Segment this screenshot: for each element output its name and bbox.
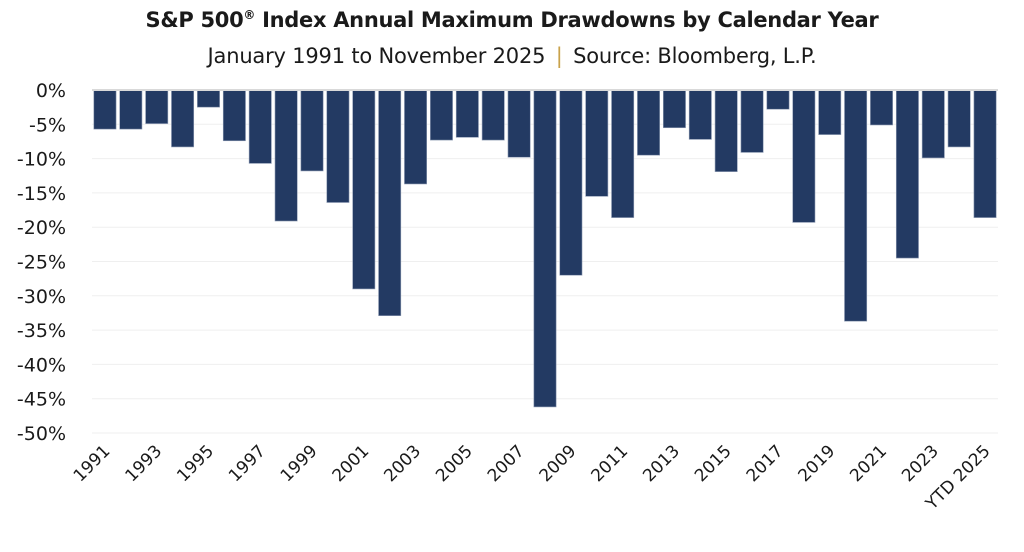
- x-tick-label: 2019: [795, 441, 840, 486]
- x-tick-label: 2021: [846, 441, 891, 486]
- bar-2020: [844, 89, 868, 322]
- bar-2018: [792, 89, 816, 223]
- x-tick-label: 2017: [743, 441, 788, 486]
- bar-1998: [274, 89, 298, 222]
- bar-2013: [662, 89, 686, 129]
- y-tick-label: -35%: [17, 320, 66, 342]
- x-tick-label: 1995: [173, 441, 218, 486]
- bar-2016: [740, 89, 764, 153]
- bar-2003: [404, 89, 428, 185]
- bar-2005: [455, 89, 479, 138]
- y-tick-label: -45%: [17, 389, 66, 411]
- chart-subtitle: January 1991 to November 2025 | Source: …: [0, 44, 1024, 68]
- bar-2012: [637, 89, 660, 156]
- x-axis: 1991 1993 1995 1997 1999 2001 2003 2005 2007 2009…: [70, 441, 995, 514]
- y-tick-label: -25%: [17, 252, 66, 274]
- bar-2019: [818, 89, 842, 135]
- bar-2009: [559, 89, 583, 276]
- bar-ytd-2025: [973, 89, 997, 218]
- bar-1994: [171, 89, 195, 148]
- bar-2000: [326, 89, 350, 203]
- bar-2004: [430, 89, 453, 141]
- x-tick-label: 1993: [122, 441, 167, 486]
- y-tick-label: -10%: [17, 149, 66, 171]
- bar-1991: [93, 89, 117, 130]
- x-tick-label: 2015: [691, 441, 736, 486]
- bar-1992: [119, 89, 143, 130]
- bar-2021: [870, 89, 893, 126]
- title-main: S&P 500: [145, 8, 244, 32]
- subtitle-date-range: January 1991 to November 2025: [207, 44, 546, 68]
- registered-mark: ®: [243, 8, 256, 22]
- bar-2001: [352, 89, 376, 290]
- bar-2023: [921, 89, 945, 159]
- bar-2024: [947, 89, 971, 148]
- bar-2011: [611, 89, 635, 218]
- x-tick-label: 1999: [277, 441, 322, 486]
- x-tick-label: 2011: [587, 441, 632, 486]
- bar-1999: [300, 89, 324, 172]
- y-tick-label: -30%: [17, 286, 66, 308]
- bar-1993: [145, 89, 169, 124]
- y-axis: 0% -5% -10% -15% -20% -25% -30% -35% -40% -45% -50…: [17, 80, 66, 445]
- x-tick-label: 2007: [484, 441, 529, 486]
- bar-2008: [533, 89, 557, 408]
- y-tick-label: -40%: [17, 354, 66, 376]
- bar-2015: [714, 89, 738, 172]
- chart-title: S&P 500® Index Annual Maximum Drawdowns …: [0, 8, 1024, 32]
- bar-2022: [895, 89, 919, 259]
- bar-2017: [766, 89, 790, 110]
- y-tick-label: -20%: [17, 217, 66, 239]
- y-tick-label: -15%: [17, 183, 66, 205]
- bar-2010: [585, 89, 609, 197]
- subtitle-separator: |: [555, 44, 563, 68]
- x-tick-label: 1991: [70, 441, 115, 486]
- bar-2006: [481, 89, 505, 141]
- title-rest: Index Annual Maximum Drawdowns by Calend…: [255, 8, 879, 32]
- subtitle-source: Source: Bloomberg, L.P.: [573, 44, 817, 68]
- bar-1995: [197, 89, 220, 108]
- y-tick-label: -50%: [17, 423, 66, 445]
- bar-1997: [248, 89, 272, 164]
- x-tick-label: 2023: [898, 441, 943, 486]
- x-tick-label: 2003: [380, 441, 425, 486]
- bar-2002: [378, 89, 402, 316]
- y-tick-label: 0%: [36, 80, 66, 102]
- x-tick-label: 2009: [536, 441, 581, 486]
- y-tick-label: -5%: [29, 114, 66, 136]
- x-tick-label: 1997: [225, 441, 270, 486]
- x-tick-label: 2001: [329, 441, 374, 486]
- bar-1996: [222, 89, 246, 142]
- bars: [93, 89, 997, 408]
- bar-2014: [688, 89, 712, 140]
- x-tick-label: 2013: [639, 441, 684, 486]
- bar-2007: [507, 89, 531, 158]
- x-tick-label: 2005: [432, 441, 477, 486]
